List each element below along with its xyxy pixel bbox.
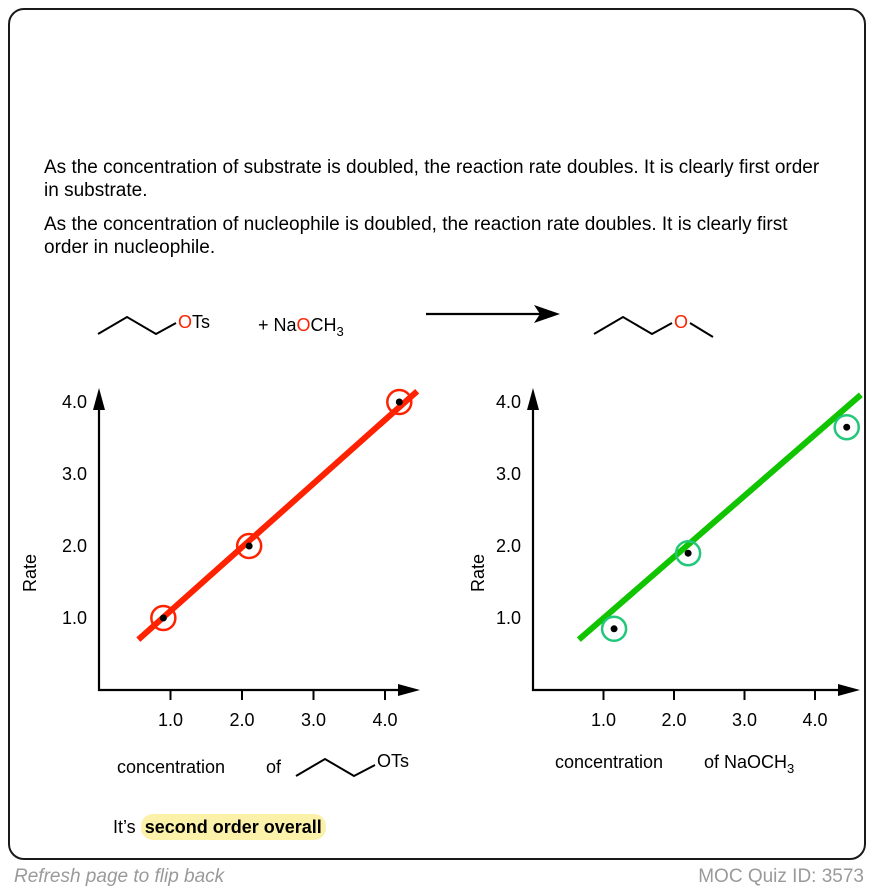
x-tick-label: 1.0 [591, 710, 616, 730]
refresh-hint: Refresh page to flip back [14, 866, 225, 887]
data-point [610, 625, 618, 633]
chart-substrate: 1.0 2.0 3.0 4.0 1.0 2.0 3.0 4.0 Rate concentrat… [20, 388, 420, 778]
paragraph-nucleophile: As the concentration of nucleophile is d… [44, 214, 788, 258]
conclusion: It’s second order overall [113, 814, 326, 840]
substrate-ts: Ts [192, 312, 210, 332]
x-axis-molecule-label: OTs [377, 751, 409, 771]
fit-line [136, 388, 420, 642]
x-tick-label: 1.0 [158, 710, 183, 730]
y-tick-label: 4.0 [62, 392, 87, 412]
x-axis-label-sub: 3 [787, 761, 794, 776]
reaction-scheme: OTs + NaOCH3 O [97, 305, 714, 339]
data-point-circle [386, 388, 413, 416]
x-axis-label-prefix: concentration [117, 757, 225, 777]
data-point [395, 398, 403, 406]
y-tick-label: 1.0 [62, 608, 87, 628]
y-tick-label: 3.0 [496, 464, 521, 484]
y-tick-label: 1.0 [496, 608, 521, 628]
reagent-sub: 3 [337, 324, 344, 339]
x-tick-label: 4.0 [372, 710, 397, 730]
y-tick-label: 3.0 [62, 464, 87, 484]
data-point-circle [674, 539, 702, 567]
fit-line [576, 392, 863, 642]
x-tick-label: 4.0 [802, 710, 827, 730]
x-axis-label-of-text: of NaOCH [704, 752, 787, 772]
reaction-arrow-head [534, 305, 560, 323]
y-axis-label: Rate [20, 554, 40, 592]
paragraph-substrate: As the concentration of substrate is dou… [44, 157, 820, 201]
x-tick-label: 3.0 [732, 710, 757, 730]
y-axis-label: Rate [468, 554, 488, 592]
data-point-circle [235, 532, 263, 560]
product-oxygen: O [674, 312, 688, 332]
reagent-oxygen: O [297, 315, 311, 335]
x-axis-label-prefix: concentration [555, 752, 663, 772]
product-methyl [689, 322, 714, 338]
y-axis-arrow-icon [93, 388, 105, 410]
x-axis-arrow-icon [398, 684, 420, 696]
reagent-ch: CH [311, 315, 337, 335]
x-axis-molecule-skeleton [295, 757, 376, 778]
y-axis-arrow-icon [527, 388, 539, 410]
data-point [245, 542, 253, 550]
chart-nucleophile: 1.0 2.0 3.0 4.0 1.0 2.0 3.0 4.0 Rate concentrat… [468, 388, 863, 776]
data-point-circle [150, 604, 177, 632]
y-tick-label: 4.0 [496, 392, 521, 412]
x-axis-arrow-icon [838, 684, 860, 696]
y-tick-label: 2.0 [62, 536, 87, 556]
substrate-oxygen: O [178, 312, 192, 332]
x-axis-label-of: of [266, 757, 282, 777]
content-card [8, 8, 866, 860]
data-point [684, 549, 692, 557]
conclusion-prefix: It’s [113, 817, 141, 837]
reagent-label: + NaOCH3 [258, 315, 344, 339]
x-tick-label: 3.0 [301, 710, 326, 730]
substrate-skeleton [97, 315, 177, 336]
substrate-otS-label: OTs [178, 312, 210, 332]
x-tick-label: 2.0 [661, 710, 686, 730]
x-axis-label-of: of NaOCH3 [704, 752, 794, 776]
quiz-id: MOC Quiz ID: 3573 [698, 866, 864, 887]
data-point-circle [600, 615, 628, 643]
data-point [159, 614, 167, 622]
x-tick-label: 2.0 [229, 710, 254, 730]
data-point-circle [833, 413, 860, 441]
product-skeleton [593, 315, 673, 336]
y-tick-label: 2.0 [496, 536, 521, 556]
reagent-prefix: + Na [258, 315, 298, 335]
data-point [843, 423, 851, 431]
conclusion-highlight: second order overall [140, 814, 326, 840]
